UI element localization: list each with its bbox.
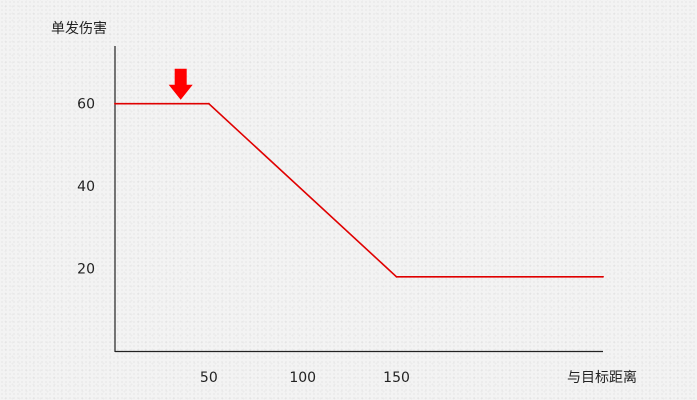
data-point — [395, 275, 398, 278]
x-tick-label: 100 — [289, 370, 316, 386]
x-axis-title: 与目标距离 — [567, 369, 637, 386]
data-point — [602, 275, 604, 278]
down-arrow-icon — [168, 68, 193, 100]
y-axis-title: 单发伤害 — [51, 21, 107, 37]
y-tick-label: 20 — [77, 262, 95, 278]
x-tick-label: 150 — [383, 370, 410, 386]
damage-series-line — [115, 102, 603, 278]
y-tick-label: 60 — [77, 97, 95, 113]
data-point — [114, 102, 116, 105]
data-point — [207, 102, 210, 105]
x-tick-label: 50 — [200, 370, 218, 386]
y-tick-label: 40 — [77, 179, 95, 195]
